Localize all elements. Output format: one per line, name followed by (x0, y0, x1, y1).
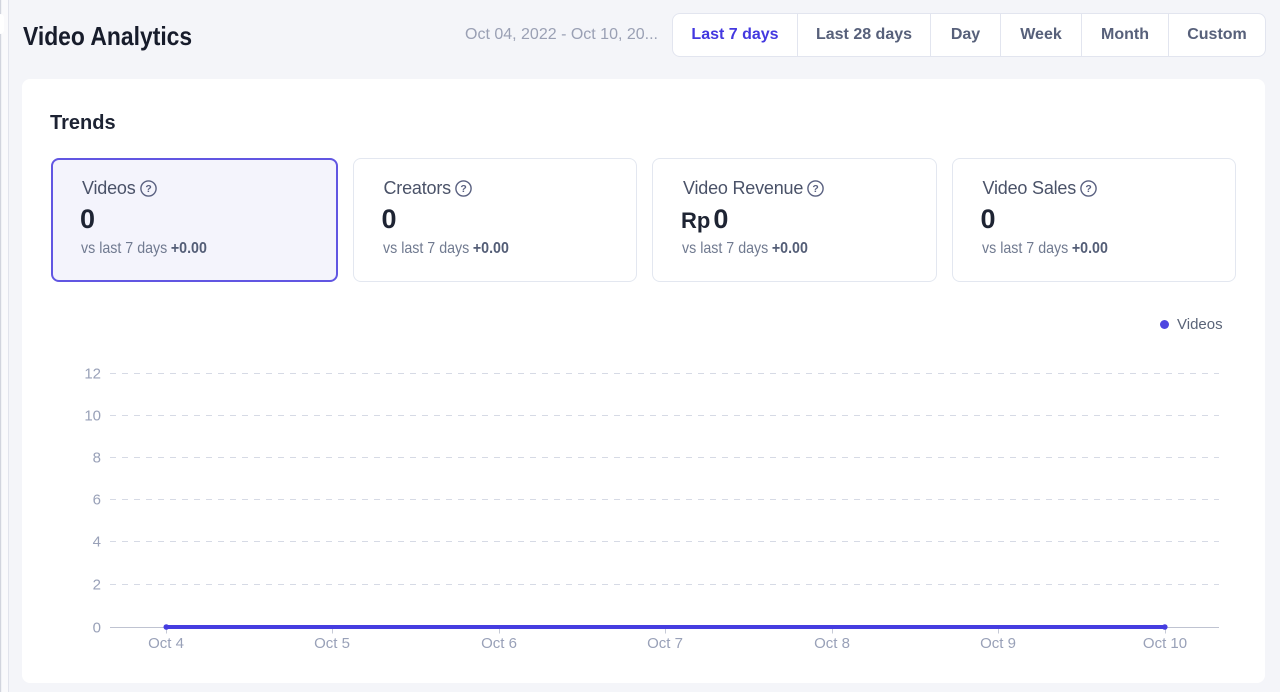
svg-text:Oct 4: Oct 4 (148, 635, 184, 652)
svg-text:?: ? (460, 183, 466, 195)
svg-text:Oct 10: Oct 10 (1143, 635, 1187, 652)
svg-text:Oct 6: Oct 6 (481, 635, 517, 652)
svg-text:Oct 9: Oct 9 (980, 635, 1016, 652)
svg-text:6: 6 (93, 492, 101, 509)
svg-text:Oct 8: Oct 8 (814, 635, 850, 652)
svg-text:Oct 7: Oct 7 (647, 635, 683, 652)
svg-text:10: 10 (84, 408, 101, 425)
svg-text:?: ? (1085, 183, 1091, 195)
svg-text:12: 12 (84, 366, 101, 383)
svg-text:8: 8 (93, 450, 101, 467)
svg-text:Oct 5: Oct 5 (314, 635, 350, 652)
svg-text:?: ? (145, 183, 151, 195)
svg-text:4: 4 (93, 534, 101, 551)
svg-text:0: 0 (93, 620, 101, 637)
svg-text:2: 2 (93, 577, 101, 594)
svg-text:?: ? (813, 183, 819, 195)
